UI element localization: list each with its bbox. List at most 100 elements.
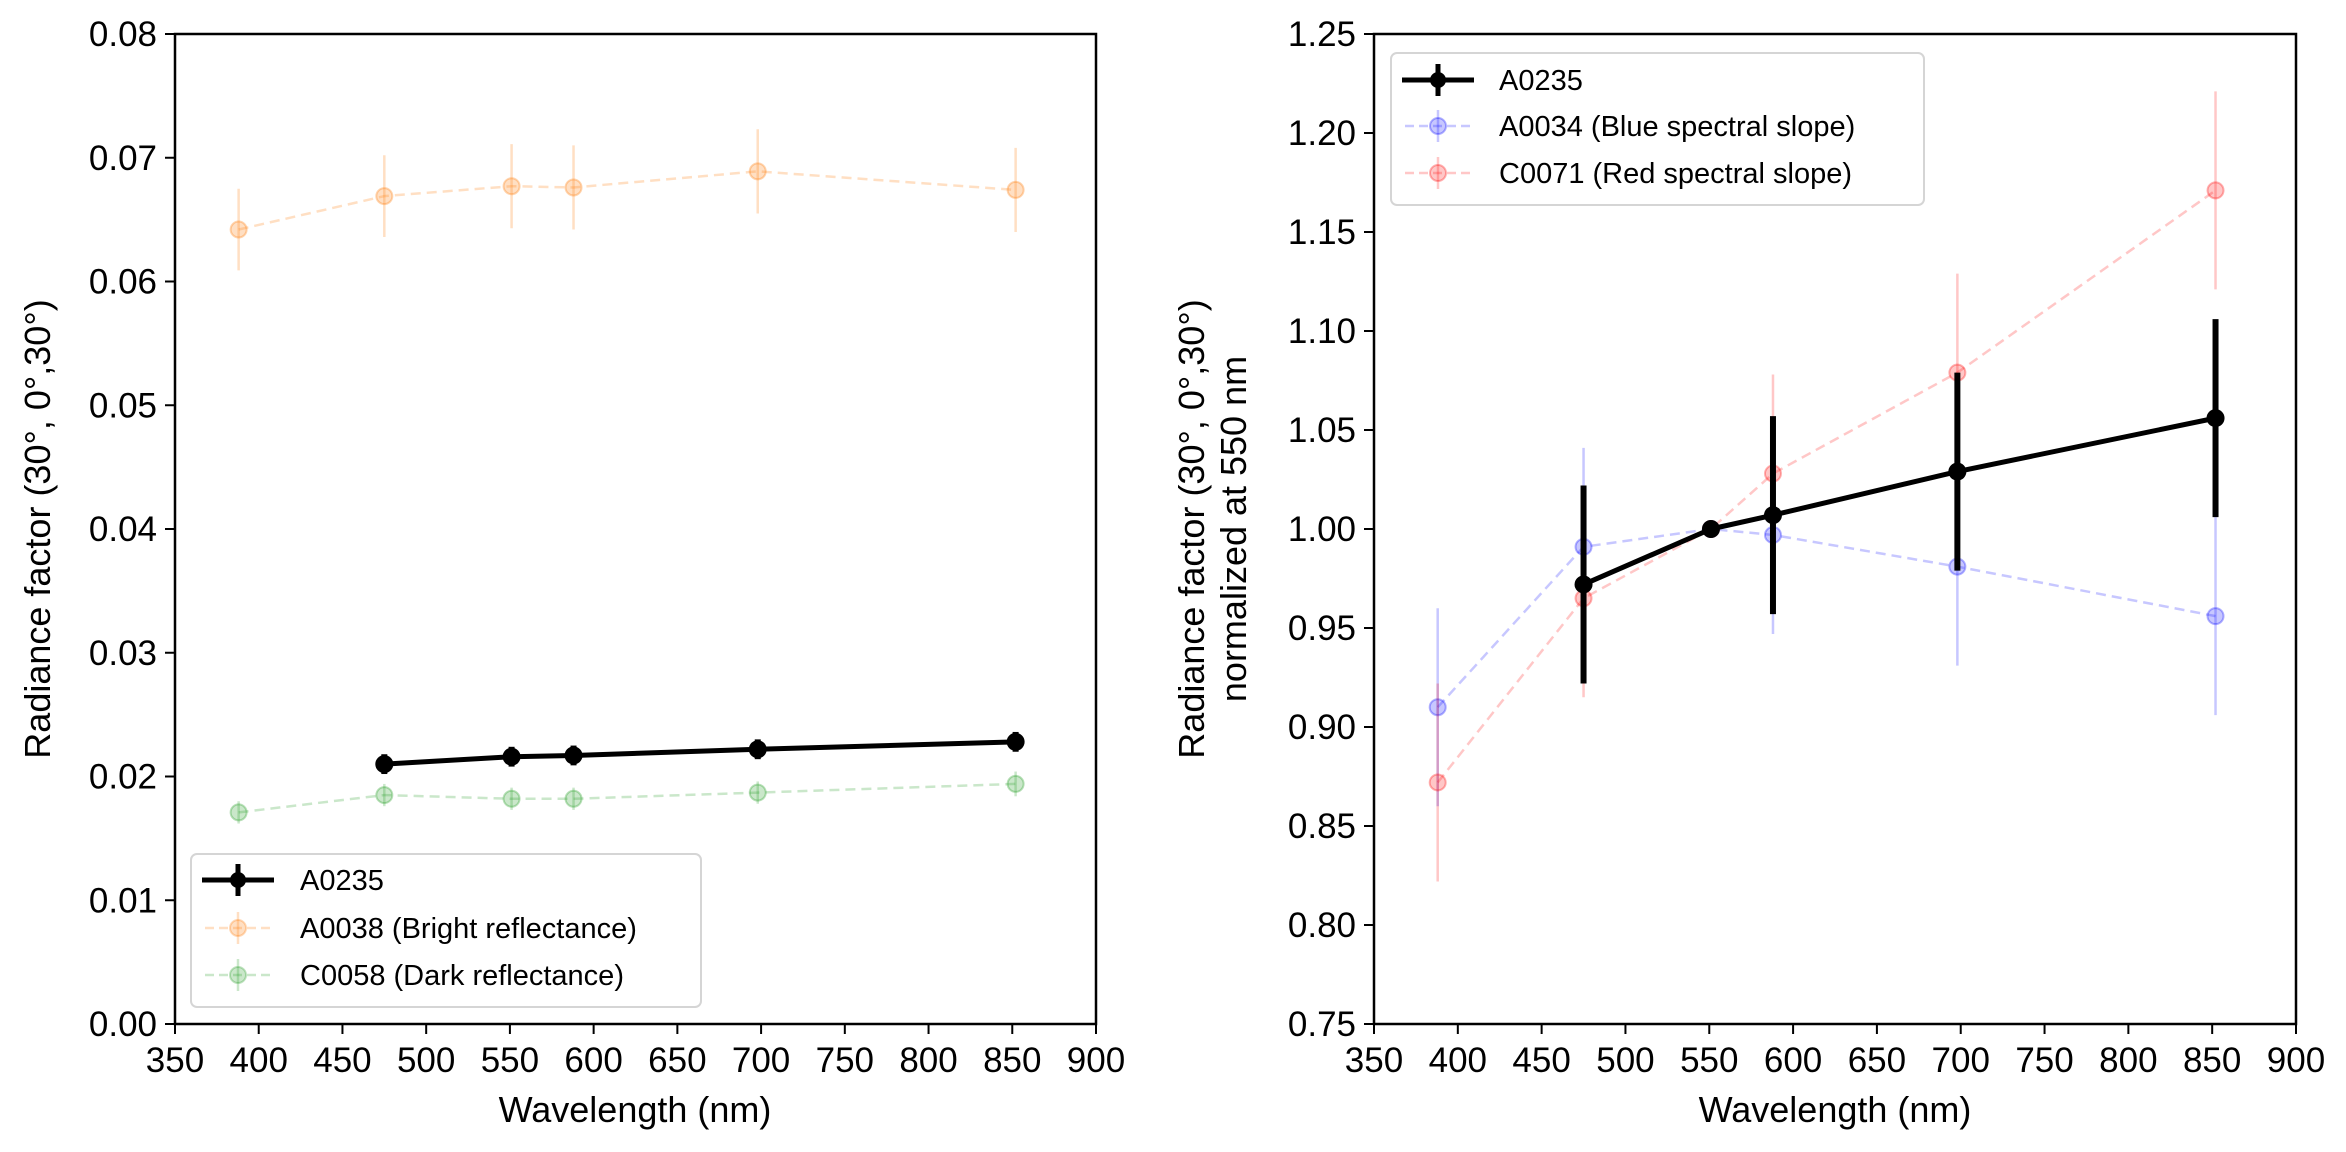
data-point xyxy=(229,220,248,239)
y-tick-label: 1.05 xyxy=(1288,411,1356,450)
series-c0058 xyxy=(229,771,1025,824)
data-point xyxy=(564,789,583,808)
legend-label-a0235: A0235 xyxy=(1499,65,1583,97)
legend-label-a0235: A0235 xyxy=(300,865,384,897)
right-legend-entry-a0235: A0235 xyxy=(1402,64,1583,97)
right-legend: A0235 A0034 (Blue spectral slope) C0071 … xyxy=(1390,52,1925,206)
series-c0071 xyxy=(1428,91,2225,882)
legend-label-c0071: C0071 (Red spectral slope) xyxy=(1499,158,1852,190)
data-point xyxy=(1701,520,1720,538)
x-tick-label: 650 xyxy=(1848,1041,1906,1080)
x-tick-label: 350 xyxy=(146,1041,204,1080)
y-tick-label: 0.95 xyxy=(1288,609,1356,648)
y-tick-label: 1.20 xyxy=(1288,114,1356,153)
data-point xyxy=(375,786,394,805)
left-legend-entry-c0058: C0058 (Dark reflectance) xyxy=(205,959,624,992)
data-point xyxy=(375,755,394,774)
y-tick-label: 1.00 xyxy=(1288,510,1356,549)
right-series-layer xyxy=(1428,91,2225,882)
x-tick-label: 800 xyxy=(899,1041,957,1080)
x-tick-label: 850 xyxy=(2183,1041,2241,1080)
series-line xyxy=(1582,415,2217,587)
data-point xyxy=(1428,773,1447,792)
data-point xyxy=(1574,575,1593,594)
right-y-axis-label-line2: normalized at 550 nm xyxy=(1213,356,1254,702)
data-point xyxy=(564,178,583,197)
y-tick-label: 0.90 xyxy=(1288,708,1356,747)
data-point xyxy=(502,747,521,766)
data-point xyxy=(1428,698,1447,717)
legend-marker-a0235 xyxy=(230,872,246,888)
data-point xyxy=(229,803,248,822)
right-legend-entry-a0034: A0034 (Blue spectral slope) xyxy=(1405,110,1855,143)
data-point xyxy=(2206,181,2225,200)
y-tick-label: 0.08 xyxy=(89,15,157,54)
y-tick-label: 0.07 xyxy=(89,139,157,178)
x-tick-label: 400 xyxy=(230,1041,288,1080)
legend-marker-a0235 xyxy=(1430,72,1446,88)
right-x-axis-label: Wavelength (nm) xyxy=(1699,1089,1972,1130)
legend-label-c0058: C0058 (Dark reflectance) xyxy=(300,960,624,992)
legend-label-a0034: A0034 (Blue spectral slope) xyxy=(1499,111,1855,143)
data-point xyxy=(748,162,767,181)
left-series-layer xyxy=(229,129,1025,824)
left-x-axis-label: Wavelength (nm) xyxy=(499,1089,772,1130)
x-tick-label: 750 xyxy=(2015,1041,2073,1080)
data-point xyxy=(564,746,583,765)
x-tick-label: 800 xyxy=(2099,1041,2157,1080)
y-tick-label: 0.01 xyxy=(89,881,157,920)
x-tick-label: 450 xyxy=(1512,1041,1570,1080)
data-point xyxy=(748,783,767,802)
right-legend-box xyxy=(1390,52,1925,206)
y-tick-label: 0.02 xyxy=(89,758,157,797)
right-x-ticks: 350 400 450 500 550 600 650 700 750 800 850 900 xyxy=(1345,1024,2325,1080)
series-line xyxy=(384,739,1016,767)
series-line xyxy=(238,782,1016,814)
x-tick-label: 850 xyxy=(983,1041,1041,1080)
legend-label-a0038: A0038 (Bright reflectance) xyxy=(300,913,637,945)
data-point xyxy=(375,187,394,206)
legend-marker-a0034 xyxy=(1429,117,1447,135)
data-point xyxy=(502,789,521,808)
y-tick-label: 1.15 xyxy=(1288,213,1356,252)
left-legend: A0235 A0038 (Bright reflectance) C0058 (… xyxy=(190,853,702,1008)
data-point xyxy=(2206,607,2225,626)
data-point xyxy=(1006,774,1025,793)
y-tick-label: 0.75 xyxy=(1288,1005,1356,1044)
series-a0235 xyxy=(375,731,1025,775)
x-tick-label: 900 xyxy=(1067,1041,1125,1080)
left-x-ticks: 350 400 450 500 550 600 650 700 750 800 850 900 xyxy=(146,1024,1125,1080)
x-tick-label: 350 xyxy=(1345,1041,1403,1080)
y-tick-label: 0.03 xyxy=(89,634,157,673)
x-tick-label: 450 xyxy=(313,1041,371,1080)
legend-marker-c0058 xyxy=(229,966,247,984)
left-chart-panel: 350 400 450 500 550 600 650 700 750 800 850 900 0.0… xyxy=(17,15,1125,1130)
x-tick-label: 700 xyxy=(1932,1041,1990,1080)
legend-marker-a0038 xyxy=(229,919,247,937)
right-y-ticks: 0.75 0.80 0.85 0.90 0.95 1.00 1.05 1.10 1.15 1.20… xyxy=(1288,15,1374,1044)
left-y-ticks: 0.00 0.01 0.02 0.03 0.04 0.05 0.06 0.07 0.08 xyxy=(89,15,175,1044)
left-legend-entry-a0235: A0235 xyxy=(202,864,384,897)
data-point xyxy=(1948,462,1967,481)
series-line xyxy=(1436,527,2216,709)
y-tick-label: 0.00 xyxy=(89,1005,157,1044)
right-y-axis-label: Radiance factor (30°, 0°,30°) xyxy=(1171,299,1212,758)
data-point xyxy=(748,740,767,759)
data-point xyxy=(1006,180,1025,199)
x-tick-label: 400 xyxy=(1429,1041,1487,1080)
y-tick-label: 0.85 xyxy=(1288,807,1356,846)
x-tick-label: 900 xyxy=(2267,1041,2325,1080)
x-tick-label: 700 xyxy=(732,1041,790,1080)
data-point xyxy=(1763,506,1782,525)
y-tick-label: 0.80 xyxy=(1288,906,1356,945)
series-line xyxy=(238,170,1016,231)
x-tick-label: 500 xyxy=(1596,1041,1654,1080)
series-a0034 xyxy=(1428,435,2225,807)
series-line xyxy=(1436,189,2217,784)
x-tick-label: 600 xyxy=(1764,1041,1822,1080)
x-tick-label: 500 xyxy=(397,1041,455,1080)
left-legend-box xyxy=(190,853,702,1008)
series-a0235 xyxy=(1574,319,2225,684)
y-tick-label: 0.06 xyxy=(89,263,157,302)
